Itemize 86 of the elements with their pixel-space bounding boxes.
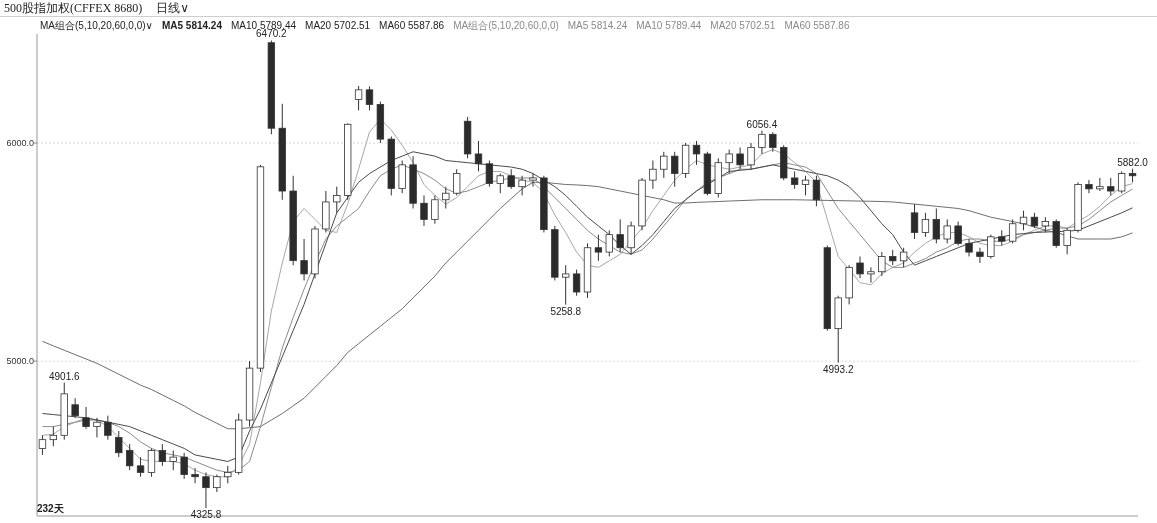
text: MA10 5789.44 — [230, 20, 297, 31]
candlestick — [910, 203, 919, 240]
candlestick — [692, 140, 701, 166]
candlestick — [605, 229, 613, 257]
chart-subtitle: 日线∨ — [156, 1, 190, 15]
candlestick — [943, 218, 951, 244]
candlestick — [572, 269, 581, 297]
candlestick — [954, 221, 962, 247]
candlestick — [987, 234, 995, 260]
candlestick — [529, 173, 537, 188]
candlestick — [474, 140, 483, 172]
candlestick — [769, 131, 777, 153]
candlestick — [867, 266, 875, 284]
candlestick — [496, 173, 504, 194]
text: 4325.8 — [190, 509, 222, 521]
candlestick — [169, 450, 177, 471]
candlestick — [442, 186, 450, 209]
candlestick — [747, 142, 755, 170]
candlestick — [333, 186, 341, 214]
candlestick — [147, 447, 156, 478]
candlestick — [736, 146, 744, 170]
text: MA60 5587.86 — [784, 20, 850, 31]
candlestick — [125, 443, 134, 471]
candlestick — [594, 234, 603, 262]
candlestick — [616, 218, 624, 253]
text: 5882.0 — [1117, 156, 1148, 168]
candlestick — [1117, 170, 1126, 194]
candlestick — [758, 130, 766, 155]
chart-title: 500股指加权(CFFEX 8680) — [4, 1, 143, 15]
candlestick — [453, 168, 461, 196]
candlestick — [812, 175, 821, 207]
candlestick — [1052, 218, 1060, 249]
candlestick — [354, 85, 363, 111]
candlestick — [191, 467, 199, 484]
text: 5258.8 — [550, 305, 581, 317]
candlestick — [398, 160, 406, 194]
annotation: 232天 — [37, 503, 65, 514]
candlestick — [71, 397, 79, 419]
candlestick — [921, 212, 930, 238]
text: 6470.2 — [256, 28, 287, 40]
candlestick — [300, 238, 308, 281]
candlestick — [38, 434, 47, 456]
candlestick — [158, 443, 167, 467]
candlestick — [518, 175, 526, 196]
text: 6056.4 — [746, 118, 778, 130]
candlestick — [365, 85, 374, 111]
candlestick — [856, 255, 864, 279]
candlestick — [420, 194, 428, 227]
candlestick — [507, 168, 515, 190]
candlestick — [562, 264, 570, 306]
candlestick — [136, 456, 145, 478]
candlestick — [878, 251, 886, 277]
candlestick — [627, 221, 635, 255]
candlestick — [1008, 218, 1017, 244]
candlestick — [725, 149, 733, 175]
candlestick — [976, 247, 984, 264]
y-tick-label: 6000.0 — [6, 138, 34, 149]
text: MA组合(5,10,20,60,0,0)∨ — [40, 20, 153, 31]
candlestick — [649, 160, 657, 190]
text: MA10 5789.44 — [636, 20, 702, 31]
candlestick — [1019, 210, 1028, 231]
candlestick — [660, 151, 668, 179]
candlestick — [899, 247, 908, 268]
text: MA20 5702.51 — [305, 20, 371, 31]
candlestick — [671, 151, 679, 188]
candlestick — [932, 207, 940, 244]
candlestick — [115, 430, 123, 458]
candlestick — [104, 415, 112, 441]
text: MA60 5587.86 — [379, 20, 445, 31]
candlestick — [49, 426, 58, 447]
candlestick — [1063, 227, 1071, 255]
text: MA5 5814.24 — [567, 20, 628, 31]
candlestick — [180, 452, 188, 480]
y-tick-label: 5000.0 — [6, 356, 34, 367]
text: MA20 5702.51 — [710, 20, 776, 31]
text: MA5 5814.24 — [161, 20, 223, 31]
candlestick — [93, 417, 101, 438]
text: MA组合(5,10,20,60,0,0) — [453, 20, 559, 31]
candlestick — [431, 194, 439, 225]
candlestick — [1085, 179, 1093, 194]
text: 4901.6 — [48, 370, 80, 382]
candlestick — [485, 160, 494, 188]
candlestick — [801, 175, 810, 196]
candlestick — [202, 471, 210, 509]
text: 4993.2 — [822, 363, 854, 375]
candlestick — [82, 406, 90, 430]
